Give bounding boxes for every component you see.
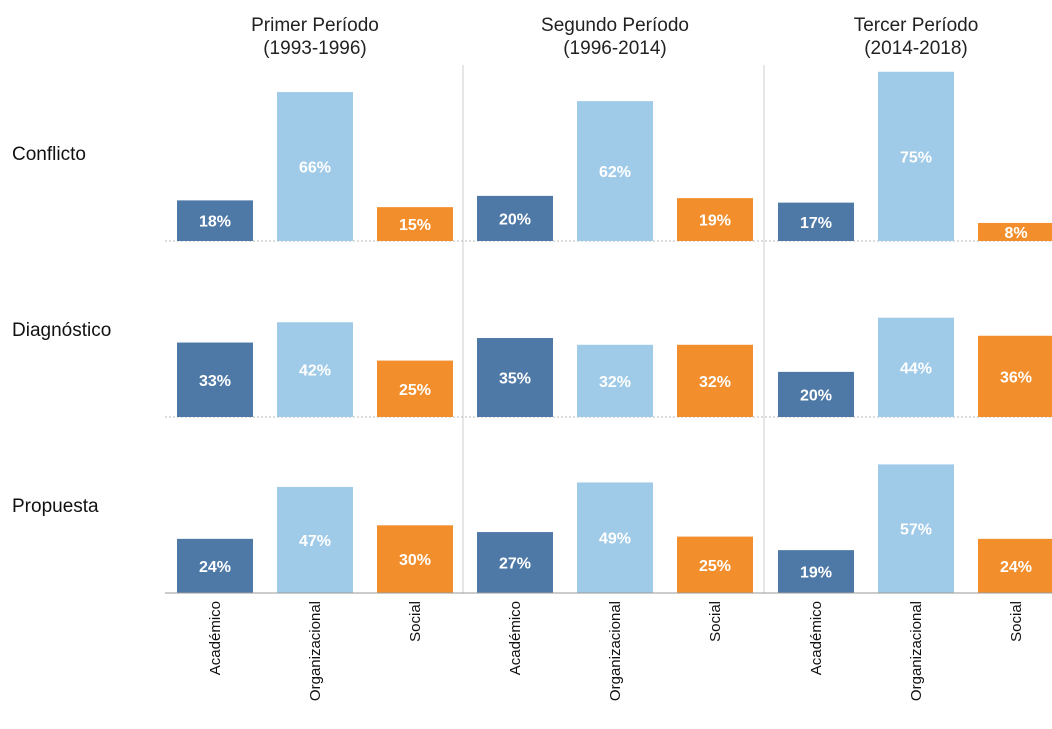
bar	[878, 317, 954, 417]
x-tick-label: Social	[1008, 601, 1025, 642]
value-label: 8%	[1004, 225, 1027, 242]
value-label: 32%	[699, 374, 731, 391]
value-label: 49%	[599, 531, 631, 548]
bar	[477, 338, 553, 417]
bar	[377, 360, 453, 417]
x-tick-label: Organizacional	[307, 601, 324, 701]
x-tick-label: Social	[707, 601, 724, 642]
bar	[577, 101, 653, 241]
x-tick-label: Académico	[808, 601, 825, 675]
value-label: 19%	[699, 213, 731, 230]
value-label: 75%	[900, 149, 932, 166]
value-label: 25%	[399, 382, 431, 399]
value-label: 15%	[399, 217, 431, 234]
bar	[377, 207, 453, 241]
value-label: 44%	[900, 360, 932, 377]
bar	[778, 550, 854, 593]
value-label: 66%	[299, 160, 331, 177]
x-tick-label: Social	[407, 601, 424, 642]
bar	[677, 536, 753, 593]
value-label: 24%	[1000, 559, 1032, 576]
bar	[177, 538, 253, 593]
x-tick-label: Organizacional	[908, 601, 925, 701]
value-label: 24%	[199, 559, 231, 576]
value-label: 25%	[699, 558, 731, 575]
value-label: 19%	[800, 565, 832, 582]
value-label: 20%	[499, 211, 531, 228]
value-label: 32%	[599, 374, 631, 391]
column-subtitle: (1996-2014)	[563, 38, 667, 59]
bar	[878, 71, 954, 242]
bar	[878, 464, 954, 593]
value-label: 20%	[800, 387, 832, 404]
column-title: Tercer Período	[854, 15, 979, 36]
bar	[177, 200, 253, 241]
bar	[978, 222, 1052, 241]
bar	[778, 371, 854, 417]
column-subtitle: (1993-1996)	[263, 38, 367, 59]
value-label: 62%	[599, 164, 631, 181]
bar	[177, 342, 253, 417]
value-label: 33%	[199, 373, 231, 390]
x-tick-label: Organizacional	[607, 601, 624, 701]
row-label: Propuesta	[12, 496, 99, 517]
bar	[277, 486, 353, 593]
value-label: 57%	[900, 522, 932, 539]
value-label: 27%	[499, 556, 531, 573]
bar	[477, 195, 553, 241]
bar	[277, 322, 353, 417]
x-tick-label: Académico	[507, 601, 524, 675]
value-label: 36%	[1000, 369, 1032, 386]
bar	[277, 92, 353, 241]
value-label: 17%	[800, 215, 832, 232]
bar	[778, 202, 854, 241]
value-label: 30%	[399, 552, 431, 569]
row-label: Conflicto	[12, 144, 86, 165]
bar	[978, 335, 1052, 417]
bar	[978, 538, 1052, 593]
bar	[577, 344, 653, 417]
value-label: 35%	[499, 371, 531, 388]
value-label: 42%	[299, 363, 331, 380]
value-label: 18%	[199, 214, 231, 231]
value-label: 47%	[299, 533, 331, 550]
row-label: Diagnóstico	[12, 320, 111, 341]
bar	[677, 198, 753, 241]
bar	[477, 532, 553, 593]
column-subtitle: (2014-2018)	[864, 38, 968, 59]
bar	[577, 482, 653, 593]
x-tick-label: Académico	[207, 601, 224, 675]
column-title: Primer Período	[251, 15, 379, 36]
bar	[677, 344, 753, 417]
bar	[377, 525, 453, 593]
column-title: Segundo Período	[541, 15, 689, 36]
